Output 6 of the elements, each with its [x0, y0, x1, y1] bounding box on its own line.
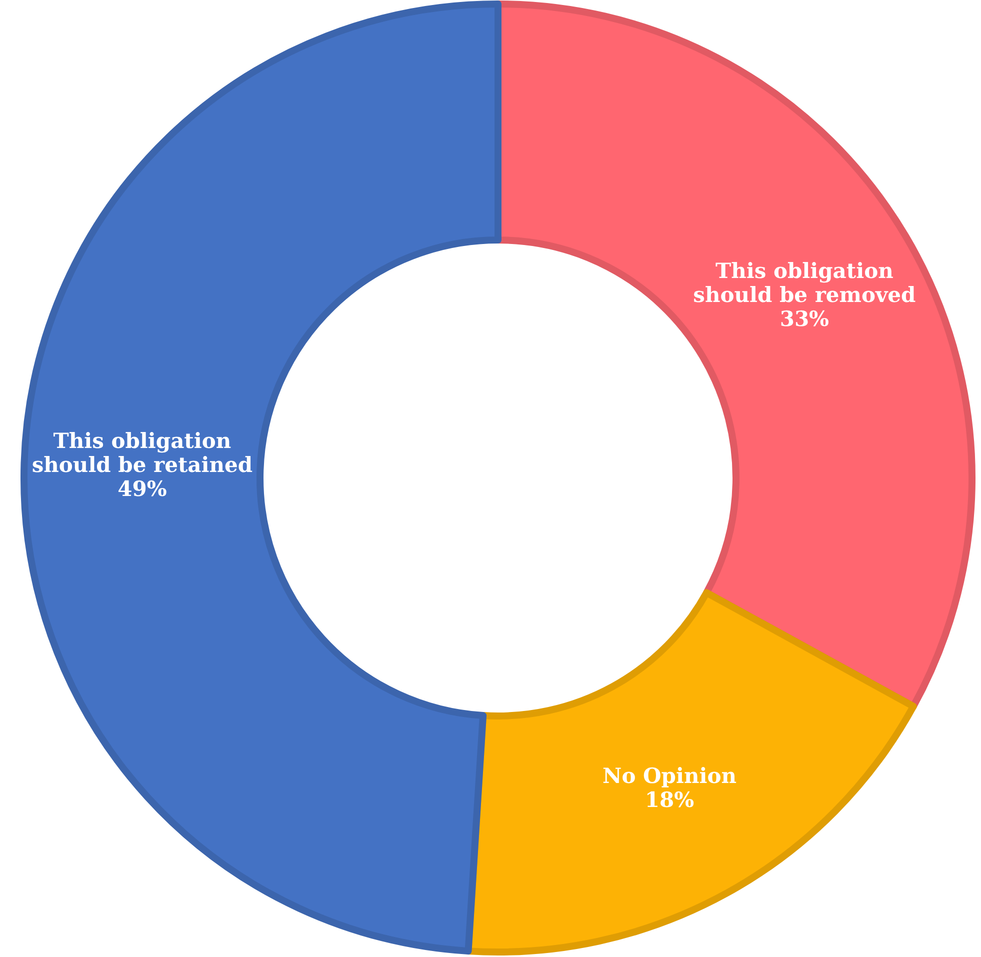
data-label: 18%: [644, 787, 694, 812]
slice-label: This obligation should be retained: [32, 428, 253, 478]
data-label: 33%: [780, 306, 830, 332]
slice-label: This obligation should be removed: [693, 258, 916, 308]
slice-label: No Opinion: [602, 763, 737, 788]
data-label: 49%: [118, 476, 167, 502]
